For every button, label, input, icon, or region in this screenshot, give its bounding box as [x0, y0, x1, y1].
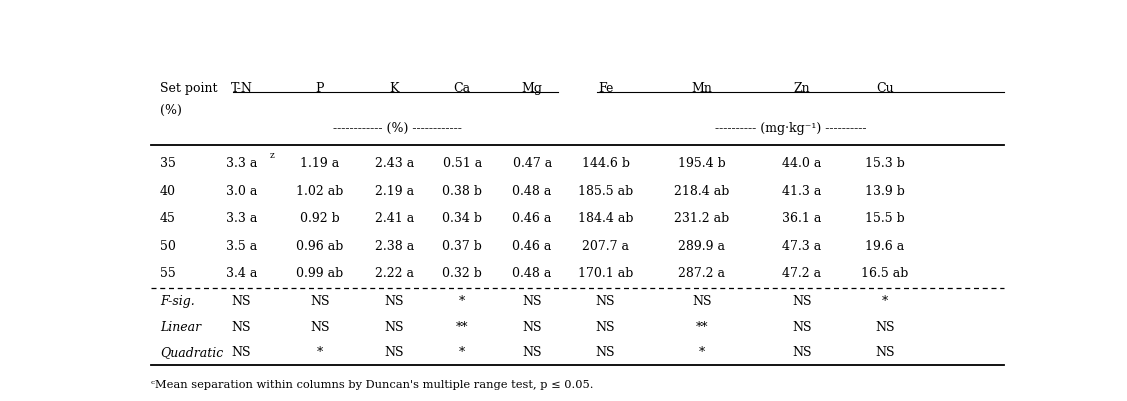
Text: 3.0 a: 3.0 a: [225, 184, 257, 197]
Text: NS: NS: [231, 320, 251, 333]
Text: 0.51 a: 0.51 a: [443, 157, 482, 170]
Text: *: *: [459, 294, 465, 307]
Text: 2.19 a: 2.19 a: [374, 184, 414, 197]
Text: 184.4 ab: 184.4 ab: [578, 212, 633, 225]
Text: NS: NS: [596, 294, 615, 307]
Text: ᶜMean separation within columns by Duncan's multiple range test, p ≤ 0.05.: ᶜMean separation within columns by Dunca…: [151, 379, 594, 389]
Text: 0.47 a: 0.47 a: [513, 157, 552, 170]
Text: 36.1 a: 36.1 a: [782, 212, 822, 225]
Text: Fe: Fe: [597, 82, 613, 95]
Text: 0.96 ab: 0.96 ab: [296, 239, 344, 252]
Text: Quadratic: Quadratic: [160, 345, 223, 358]
Text: NS: NS: [792, 294, 811, 307]
Text: ------------ (%) ------------: ------------ (%) ------------: [334, 122, 462, 135]
Text: NS: NS: [523, 320, 542, 333]
Text: Set point: Set point: [160, 82, 218, 95]
Text: *: *: [699, 345, 704, 358]
Text: 15.3 b: 15.3 b: [866, 157, 905, 170]
Text: NS: NS: [876, 320, 895, 333]
Text: 3.4 a: 3.4 a: [225, 267, 257, 279]
Text: 3.3 a: 3.3 a: [225, 157, 257, 170]
Text: 0.99 ab: 0.99 ab: [296, 267, 344, 279]
Text: 170.1 ab: 170.1 ab: [578, 267, 633, 279]
Text: Zn: Zn: [793, 82, 810, 95]
Text: 1.19 a: 1.19 a: [300, 157, 339, 170]
Text: **: **: [695, 320, 708, 333]
Text: 0.46 a: 0.46 a: [513, 212, 552, 225]
Text: NS: NS: [310, 320, 330, 333]
Text: 47.2 a: 47.2 a: [782, 267, 822, 279]
Text: 0.32 b: 0.32 b: [443, 267, 482, 279]
Text: 185.5 ab: 185.5 ab: [578, 184, 633, 197]
Text: NS: NS: [876, 345, 895, 358]
Text: P: P: [316, 82, 325, 95]
Text: Mn: Mn: [691, 82, 712, 95]
Text: 2.41 a: 2.41 a: [374, 212, 414, 225]
Text: 41.3 a: 41.3 a: [782, 184, 822, 197]
Text: 3.5 a: 3.5 a: [225, 239, 257, 252]
Text: Mg: Mg: [522, 82, 543, 95]
Text: NS: NS: [523, 345, 542, 358]
Text: NS: NS: [384, 294, 403, 307]
Text: Cu: Cu: [876, 82, 894, 95]
Text: NS: NS: [231, 345, 251, 358]
Text: NS: NS: [231, 294, 251, 307]
Text: NS: NS: [792, 320, 811, 333]
Text: 40: 40: [160, 184, 176, 197]
Text: 144.6 b: 144.6 b: [582, 157, 630, 170]
Text: NS: NS: [692, 294, 711, 307]
Text: *: *: [317, 345, 323, 358]
Text: 207.7 a: 207.7 a: [582, 239, 629, 252]
Text: 15.5 b: 15.5 b: [866, 212, 905, 225]
Text: 289.9 a: 289.9 a: [678, 239, 725, 252]
Text: 16.5 ab: 16.5 ab: [861, 267, 908, 279]
Text: F-sig.: F-sig.: [160, 294, 195, 307]
Text: 2.38 a: 2.38 a: [374, 239, 414, 252]
Text: 231.2 ab: 231.2 ab: [674, 212, 729, 225]
Text: *: *: [882, 294, 888, 307]
Text: 0.48 a: 0.48 a: [513, 184, 552, 197]
Text: NS: NS: [310, 294, 330, 307]
Text: K: K: [390, 82, 399, 95]
Text: 3.3 a: 3.3 a: [225, 212, 257, 225]
Text: NS: NS: [384, 345, 403, 358]
Text: NS: NS: [596, 345, 615, 358]
Text: 50: 50: [160, 239, 176, 252]
Text: NS: NS: [384, 320, 403, 333]
Text: 0.46 a: 0.46 a: [513, 239, 552, 252]
Text: 0.34 b: 0.34 b: [442, 212, 482, 225]
Text: 45: 45: [160, 212, 176, 225]
Text: (%): (%): [160, 103, 181, 116]
Text: 2.43 a: 2.43 a: [374, 157, 414, 170]
Text: 0.37 b: 0.37 b: [443, 239, 482, 252]
Text: ---------- (mg·kg⁻¹) ----------: ---------- (mg·kg⁻¹) ----------: [715, 122, 866, 135]
Text: 44.0 a: 44.0 a: [782, 157, 822, 170]
Text: T-N: T-N: [230, 82, 252, 95]
Text: *: *: [459, 345, 465, 358]
Text: 287.2 a: 287.2 a: [678, 267, 725, 279]
Text: Linear: Linear: [160, 320, 202, 333]
Text: 13.9 b: 13.9 b: [866, 184, 905, 197]
Text: **: **: [456, 320, 469, 333]
Text: 19.6 a: 19.6 a: [866, 239, 905, 252]
Text: 0.38 b: 0.38 b: [442, 184, 482, 197]
Text: NS: NS: [792, 345, 811, 358]
Text: NS: NS: [523, 294, 542, 307]
Text: 1.02 ab: 1.02 ab: [296, 184, 344, 197]
Text: 0.92 b: 0.92 b: [300, 212, 340, 225]
Text: 47.3 a: 47.3 a: [782, 239, 822, 252]
Text: Ca: Ca: [454, 82, 471, 95]
Text: 2.22 a: 2.22 a: [374, 267, 414, 279]
Text: NS: NS: [596, 320, 615, 333]
Text: 195.4 b: 195.4 b: [677, 157, 726, 170]
Text: 218.4 ab: 218.4 ab: [674, 184, 729, 197]
Text: z: z: [269, 151, 274, 160]
Text: 55: 55: [160, 267, 176, 279]
Text: 0.48 a: 0.48 a: [513, 267, 552, 279]
Text: 35: 35: [160, 157, 176, 170]
